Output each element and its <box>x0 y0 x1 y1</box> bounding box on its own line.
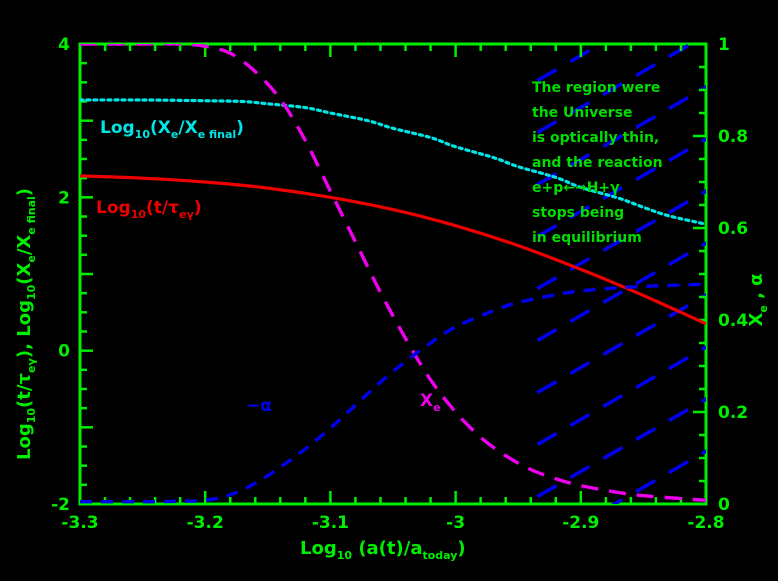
svg-text:Log10(t/τeγ): Log10(t/τeγ) <box>96 198 202 221</box>
cyan-label-slash: /X <box>178 118 197 138</box>
x-axis-title-sub: 10 <box>337 549 353 562</box>
annotation-line-5: stops being <box>532 205 624 221</box>
cyan-label-main: Log <box>100 118 135 138</box>
y-axis-right-tick-labels: 0 0.2 0.4 0.6 0.8 1 <box>718 35 748 515</box>
x-tick-label-3: -3 <box>446 513 465 533</box>
x-tick-label-2: -3.1 <box>312 513 349 533</box>
annotation-line-1: the Universe <box>532 105 633 121</box>
y-right-title-sub: e <box>757 305 770 312</box>
annotation-line-3: and the reaction <box>532 155 663 171</box>
red-label-close: ) <box>194 198 202 218</box>
red-label-main: Log <box>96 198 131 218</box>
curve-ionization-fraction <box>80 44 706 503</box>
y-right-title-main: X <box>746 313 767 327</box>
magenta-label-main: X <box>420 391 433 411</box>
y-right-title-sep: , <box>746 286 767 305</box>
annotation-line-2: is optically thin, <box>532 130 659 146</box>
x-tick-label-0: -3.3 <box>61 513 98 533</box>
hatch-line <box>524 241 707 351</box>
svg-text:Log10(Xe/Xe final): Log10(Xe/Xe final) <box>100 118 244 141</box>
x-axis-title-tail: ) <box>457 538 465 559</box>
hatch-line <box>524 293 707 403</box>
svg-text:Xe: Xe <box>420 391 441 414</box>
hatch-line <box>611 449 707 504</box>
y-axis-right-title: Xe , α <box>746 273 770 326</box>
label-red-curve: Log10(t/τeγ) <box>96 198 202 221</box>
y-left-tick-label-3: 4 <box>58 35 70 55</box>
y-axis-left-title: Log10(t/τeγ), Log10(Xe/Xe final) <box>14 188 38 460</box>
cyan-label-sub: 10 <box>135 128 151 141</box>
annotation-line-4: e+p←→H+γ <box>532 180 620 196</box>
red-label-tau: τ <box>168 198 179 218</box>
annotation-line-6: in equilibrium <box>532 230 642 246</box>
hatched-region <box>524 44 707 504</box>
hatch-line <box>524 85 707 195</box>
x-tick-label-1: -3.2 <box>187 513 224 533</box>
hatch-line <box>524 44 695 143</box>
hatch-line <box>524 397 707 504</box>
curve-xe-ratio <box>80 98 706 226</box>
x-tick-label-4: -2.9 <box>562 513 599 533</box>
y-right-title-alpha: α <box>746 273 767 285</box>
cyan-label-sub2: e <box>171 128 178 141</box>
svg-text:Log10(t/τeγ), Log10(Xe/Xe fin: Log10(t/τeγ), Log10(Xe/Xe final) <box>14 188 38 460</box>
cyan-label-close: ) <box>236 118 244 138</box>
y-right-tick-label-3: 0.6 <box>718 219 748 239</box>
y-axis-left-tick-labels: -2 0 2 4 <box>51 35 70 515</box>
hatch-line <box>524 189 707 299</box>
label-cyan-curve: Log10(Xe/Xe final) <box>100 118 244 141</box>
x-axis-title-rest-sub: today <box>422 549 457 562</box>
x-axis-title-rest: (a(t)/a <box>352 538 422 559</box>
y-right-tick-label-4: 0.8 <box>718 127 748 147</box>
svg-text:Log10 (a(t)/atoday): Log10 (a(t)/atoday) <box>300 538 466 562</box>
x-axis-title: Log10 (a(t)/atoday) <box>300 538 466 562</box>
red-label-sub2: eγ <box>179 208 194 221</box>
x-tick-label-5: -2.8 <box>687 513 724 533</box>
x-axis-tick-labels: -3.3 -3.2 -3.1 -3 -2.9 -2.8 <box>61 513 724 533</box>
label-magenta-curve: Xe <box>420 391 441 414</box>
red-label-sub: 10 <box>131 208 147 221</box>
x-axis-title-main: Log <box>300 538 337 559</box>
curve-minus-alpha <box>80 282 706 504</box>
y-right-tick-label-1: 0.2 <box>718 403 748 423</box>
cyan-label-sub3: e final <box>198 128 236 141</box>
svg-text:Xe , α: Xe , α <box>746 273 770 326</box>
cyan-label-open: (X <box>150 118 171 138</box>
y-right-tick-label-5: 1 <box>718 35 730 55</box>
annotation-line-0: The region were <box>532 80 660 96</box>
hatch-line <box>524 137 707 247</box>
blue-label-text: −α <box>246 396 272 416</box>
y-left-tick-label-1: 0 <box>58 342 70 362</box>
y-left-tick-label-2: 2 <box>58 188 70 208</box>
data-curves <box>80 44 706 504</box>
y-right-tick-label-2: 0.4 <box>718 311 748 331</box>
y-left-tick-label-0: -2 <box>51 495 70 515</box>
y-right-tick-label-0: 0 <box>718 495 730 515</box>
label-blue-curve: −α <box>246 396 272 416</box>
curve-time-ratio <box>80 174 706 326</box>
hatch-line <box>524 345 707 455</box>
red-label-open: (t/ <box>146 198 169 218</box>
magenta-label-sub: e <box>433 401 440 414</box>
region-annotation-text: The region were the Universe is optically … <box>532 80 663 246</box>
hatch-line <box>524 44 605 91</box>
